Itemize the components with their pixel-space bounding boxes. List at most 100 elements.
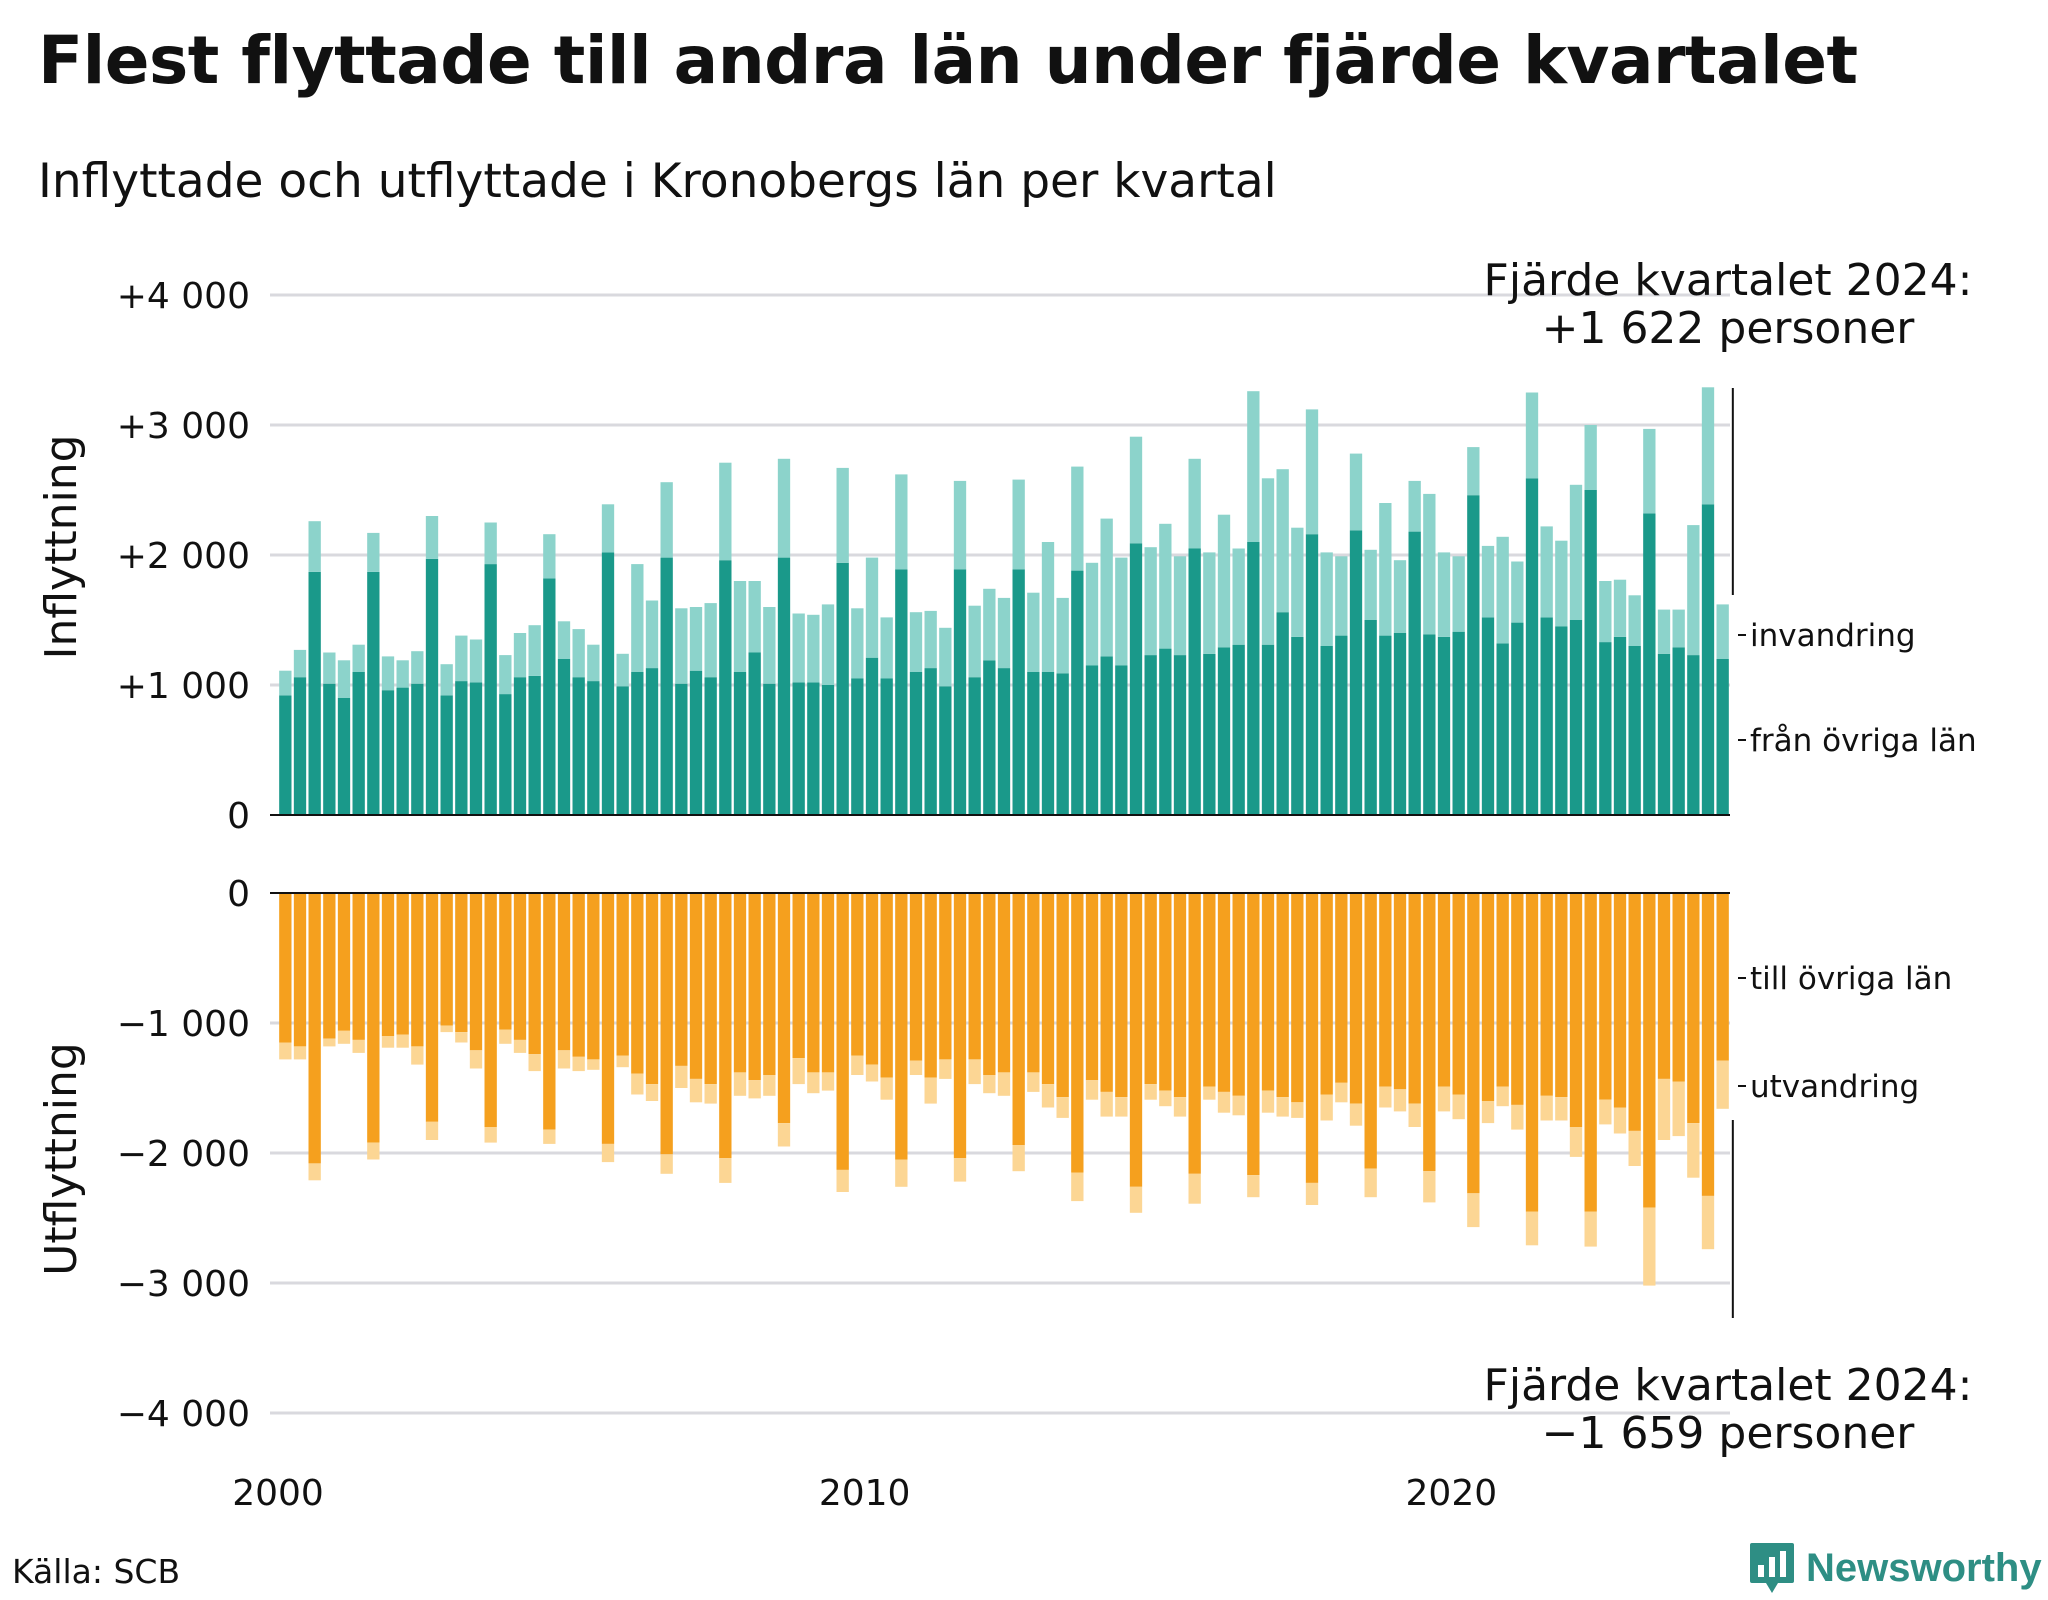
- bar-outflow-utvandring: [1393, 1089, 1407, 1112]
- bar-outflow-utvandring: [1540, 1095, 1553, 1121]
- bar-outflow-utvandring: [1701, 1195, 1715, 1250]
- bar-outflow-utvandring: [308, 1163, 321, 1181]
- bar-outflow-utvandring: [1628, 1130, 1641, 1166]
- bar-outflow-till-ovriga-lan: [1071, 893, 1084, 1173]
- bar-inflow-fran-ovriga-lan: [1393, 633, 1407, 815]
- bar-inflow-invandring: [1643, 428, 1656, 514]
- bar-outflow-utvandring: [1584, 1211, 1597, 1247]
- bar-inflow-fran-ovriga-lan: [1687, 655, 1700, 815]
- bar-inflow-invandring: [733, 581, 747, 672]
- bar-outflow-till-ovriga-lan: [1173, 893, 1187, 1098]
- bar-outflow-till-ovriga-lan: [323, 893, 336, 1039]
- bar-inflow-fran-ovriga-lan: [513, 677, 527, 815]
- bar-inflow-invandring: [513, 633, 527, 678]
- bar-inflow-invandring: [484, 522, 497, 565]
- bar-inflow-invandring: [616, 653, 629, 687]
- bar-outflow-utvandring: [1525, 1211, 1539, 1246]
- x-tick-label: 2000: [232, 1473, 324, 1514]
- bar-inflow-invandring: [1496, 536, 1509, 644]
- bar-outflow-utvandring: [279, 1042, 292, 1060]
- bar-outflow-utvandring: [1364, 1168, 1377, 1198]
- bar-outflow-till-ovriga-lan: [865, 893, 879, 1065]
- bar-inflow-fran-ovriga-lan: [704, 677, 717, 815]
- bar-outflow-utvandring: [1085, 1080, 1099, 1100]
- bar-inflow-invandring: [836, 467, 849, 563]
- bar-inflow-fran-ovriga-lan: [1100, 656, 1113, 815]
- bar-outflow-till-ovriga-lan: [1657, 893, 1671, 1079]
- bar-outflow-till-ovriga-lan: [733, 893, 747, 1073]
- bar-inflow-invandring: [1584, 425, 1597, 490]
- bar-outflow-utvandring: [1247, 1175, 1260, 1198]
- bar-outflow-till-ovriga-lan: [425, 893, 439, 1122]
- legend-fran-ovriga-lan: från övriga län: [1750, 723, 1977, 759]
- bar-inflow-invandring: [1525, 392, 1539, 479]
- bar-outflow-utvandring: [1041, 1084, 1055, 1108]
- bar-inflow-invandring: [763, 607, 776, 684]
- bar-inflow-fran-ovriga-lan: [1335, 635, 1348, 815]
- bar-inflow-invandring: [1540, 526, 1553, 618]
- y-axis-title-inflow: Inflyttning: [36, 434, 87, 659]
- bar-outflow-till-ovriga-lan: [807, 893, 820, 1073]
- bar-outflow-utvandring: [1437, 1086, 1451, 1112]
- bar-inflow-invandring: [1100, 518, 1113, 657]
- bar-outflow-till-ovriga-lan: [719, 893, 732, 1159]
- bar-outflow-utvandring: [1100, 1091, 1113, 1117]
- bar-inflow-invandring: [1452, 556, 1465, 632]
- bar-outflow-utvandring: [1599, 1099, 1612, 1125]
- bar-inflow-fran-ovriga-lan: [484, 564, 497, 815]
- bar-inflow-invandring: [1115, 557, 1128, 666]
- bar-outflow-till-ovriga-lan: [631, 893, 644, 1074]
- bar-inflow-fran-ovriga-lan: [337, 698, 351, 815]
- bar-outflow-till-ovriga-lan: [1467, 893, 1480, 1194]
- bar-outflow-till-ovriga-lan: [1247, 893, 1260, 1176]
- bar-outflow-till-ovriga-lan: [1364, 893, 1377, 1169]
- bar-outflow-utvandring: [367, 1142, 380, 1160]
- bar-outflow-till-ovriga-lan: [836, 893, 849, 1170]
- bar-inflow-fran-ovriga-lan: [499, 694, 512, 815]
- bar-outflow-utvandring: [1305, 1182, 1319, 1205]
- bar-outflow-utvandring: [513, 1039, 527, 1053]
- bar-inflow-invandring: [293, 649, 307, 678]
- bar-inflow-invandring: [352, 644, 365, 672]
- labels: 0 +1 000 +2 000 +3 000 +4 000 −4 000 −3 000 −2 …: [36, 255, 1977, 1514]
- bar-outflow-till-ovriga-lan: [1687, 893, 1700, 1124]
- brand-logo: Newsworthy: [1748, 1540, 2042, 1596]
- bar-outflow-till-ovriga-lan: [337, 893, 351, 1031]
- bar-inflow-invandring: [587, 644, 600, 682]
- bar-inflow-fran-ovriga-lan: [895, 569, 908, 815]
- bar-outflow-utvandring: [484, 1127, 497, 1143]
- bar-inflow-invandring: [1335, 556, 1348, 636]
- bar-inflow-invandring: [411, 651, 424, 684]
- bar-outflow-utvandring: [821, 1072, 835, 1091]
- bar-inflow-fran-ovriga-lan: [1481, 617, 1495, 815]
- bar-inflow-invandring: [1511, 561, 1524, 623]
- y-tick-label: +3 000: [117, 406, 250, 447]
- source-note: Källa: SCB: [12, 1552, 181, 1591]
- bar-outflow-till-ovriga-lan: [1056, 893, 1069, 1098]
- bar-outflow-utvandring: [337, 1030, 351, 1044]
- bar-outflow-utvandring: [1569, 1127, 1583, 1157]
- bar-inflow-fran-ovriga-lan: [455, 681, 468, 815]
- y-tick-label: −1 000: [117, 1004, 250, 1045]
- bar-outflow-utvandring: [1291, 1102, 1304, 1118]
- bar-outflow-till-ovriga-lan: [557, 893, 571, 1051]
- bar-outflow-utvandring: [396, 1034, 409, 1048]
- bar-outflow-till-ovriga-lan: [367, 893, 380, 1143]
- bar-outflow-till-ovriga-lan: [1716, 893, 1729, 1061]
- bar-inflow-fran-ovriga-lan: [1188, 548, 1201, 815]
- bar-outflow-utvandring: [587, 1059, 600, 1070]
- bar-inflow-invandring: [469, 639, 483, 683]
- bar-inflow-invandring: [939, 627, 952, 687]
- bar-inflow-invandring: [455, 635, 468, 682]
- bar-outflow-till-ovriga-lan: [1613, 893, 1627, 1108]
- bar-outflow-till-ovriga-lan: [748, 893, 761, 1081]
- bar-inflow-fran-ovriga-lan: [352, 672, 365, 815]
- bar-inflow-invandring: [1599, 581, 1612, 643]
- bar-outflow-utvandring: [1481, 1101, 1495, 1124]
- bar-inflow-invandring: [1364, 549, 1377, 620]
- bar-outflow-till-ovriga-lan: [689, 893, 703, 1079]
- y-tick-label: +1 000: [117, 666, 250, 707]
- bar-inflow-fran-ovriga-lan: [1540, 617, 1553, 815]
- y-tick-label: −3 000: [117, 1264, 250, 1305]
- bar-outflow-utvandring: [469, 1050, 483, 1069]
